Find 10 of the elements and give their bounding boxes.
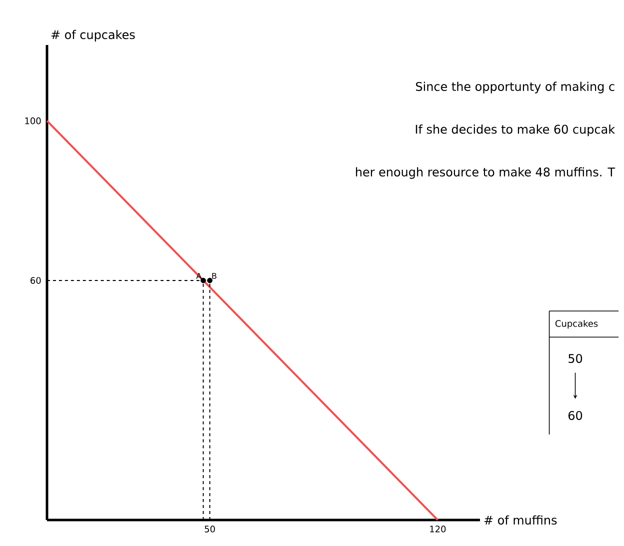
text: 50 xyxy=(568,354,582,364)
text: 60 xyxy=(568,410,582,420)
text: Cupcakes xyxy=(555,320,598,329)
annotation: Since the opportunty of making c xyxy=(416,82,614,94)
annotation: her enough resource to make 48 muffins. T xyxy=(356,167,616,179)
y-tick-label: 100 xyxy=(25,117,41,124)
x-axis-title: # of muffins xyxy=(484,515,557,525)
annotation: If she decides to make 60 cupcak xyxy=(416,124,616,136)
x-tick-label: 120 xyxy=(430,526,446,532)
y-axis-title: # of cupcakes xyxy=(51,30,135,42)
